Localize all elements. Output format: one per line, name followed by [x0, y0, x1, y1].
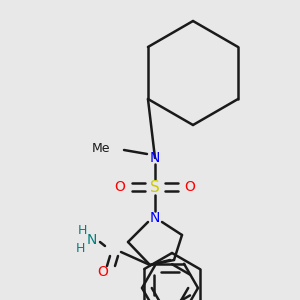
Text: H: H	[75, 242, 85, 254]
Text: Me: Me	[92, 142, 110, 154]
Text: N: N	[87, 233, 97, 247]
Text: O: O	[98, 265, 108, 279]
Text: S: S	[150, 179, 160, 194]
Text: O: O	[115, 180, 125, 194]
Text: N: N	[150, 211, 160, 225]
Text: O: O	[184, 180, 195, 194]
Text: N: N	[150, 151, 160, 165]
Text: H: H	[77, 224, 87, 236]
